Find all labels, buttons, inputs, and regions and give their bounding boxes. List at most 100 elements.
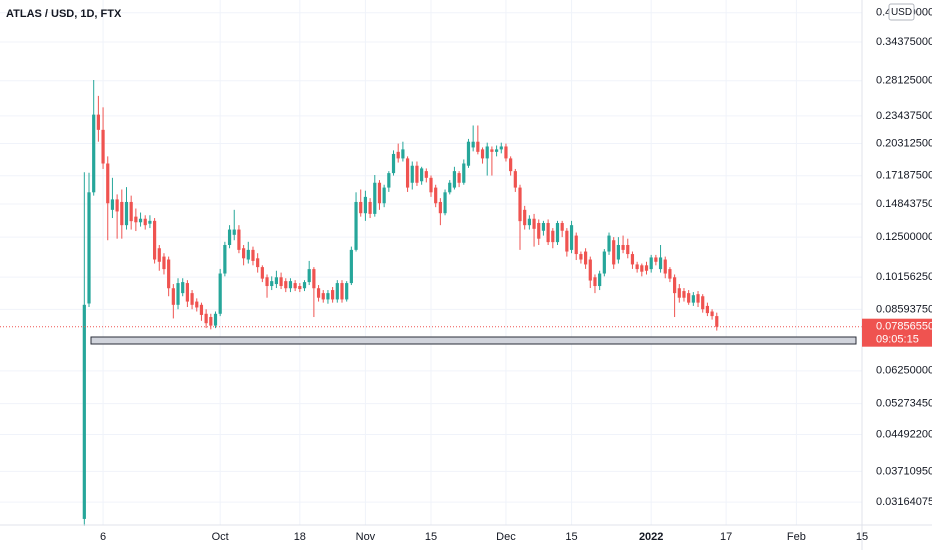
candle-body xyxy=(607,235,611,252)
candle-body xyxy=(546,222,550,243)
candle-body xyxy=(227,229,232,245)
candle-body xyxy=(593,277,597,287)
zone-rectangle xyxy=(90,336,857,345)
candle-body xyxy=(424,171,428,178)
y-tick-label: 0.12500000 xyxy=(876,231,932,243)
candle-body xyxy=(513,171,517,188)
candle-body xyxy=(434,187,438,204)
candle-body xyxy=(185,283,189,302)
x-tick-label: Feb xyxy=(787,531,806,543)
x-tick-label: Oct xyxy=(212,531,229,543)
candle-body xyxy=(701,296,705,310)
candle-body xyxy=(115,199,119,212)
candle-body xyxy=(579,254,583,260)
candle-body xyxy=(705,305,710,314)
x-tick-label: 17 xyxy=(720,531,732,543)
candle-body xyxy=(368,201,372,214)
grid xyxy=(0,0,863,525)
candle-body xyxy=(354,201,358,250)
candle-body xyxy=(630,254,635,265)
x-tick-label: 2022 xyxy=(639,531,663,543)
candle-body xyxy=(101,129,105,164)
y-tick-label: 0.04492200 xyxy=(876,428,932,440)
candle-body xyxy=(527,218,531,226)
candle-body xyxy=(106,163,110,204)
candle-body xyxy=(494,149,499,152)
candle-body xyxy=(621,244,625,250)
candle-body xyxy=(274,277,279,285)
candle-body xyxy=(443,192,447,214)
y-tick-label: 0.14843750 xyxy=(876,198,932,210)
candle-body xyxy=(612,240,616,265)
candle-body xyxy=(715,316,719,327)
candle-body xyxy=(391,153,396,174)
y-tick-label: 0.17187500 xyxy=(876,170,932,182)
candle-body xyxy=(157,248,161,262)
candle-body xyxy=(429,177,433,193)
candle-body xyxy=(279,277,283,287)
candle-body xyxy=(218,273,222,314)
candle-body xyxy=(583,251,588,265)
candle-body xyxy=(574,235,578,255)
candle-body xyxy=(373,182,377,214)
candle-body xyxy=(401,149,405,159)
y-tick-label: 0.08593750 xyxy=(876,303,932,315)
candle-body xyxy=(677,288,681,298)
candle-body xyxy=(448,182,452,193)
candle-body xyxy=(532,218,536,229)
candle-body xyxy=(143,218,147,226)
candle-body xyxy=(340,283,344,300)
y-tick-label: 0.03164075 xyxy=(876,496,932,508)
candle-body xyxy=(209,317,213,326)
candle-body xyxy=(710,311,714,317)
candle-body xyxy=(134,216,138,223)
candle-body xyxy=(298,286,302,290)
candle-body xyxy=(129,201,133,222)
candle-body xyxy=(124,201,129,226)
candle-body xyxy=(167,259,171,289)
candle-body xyxy=(92,114,96,193)
candle-body xyxy=(691,295,695,303)
candle-body xyxy=(87,192,91,304)
last-price-box xyxy=(862,318,932,347)
candle-body xyxy=(246,249,250,260)
x-tick-label: 6 xyxy=(100,531,106,543)
currency-label: USD xyxy=(891,7,912,18)
candle-body xyxy=(251,249,255,261)
candle-body xyxy=(696,294,700,303)
candle-body xyxy=(663,259,667,274)
candle-body xyxy=(616,244,620,260)
candle-body xyxy=(321,293,325,300)
candle-body xyxy=(326,293,330,300)
candle-body xyxy=(110,199,115,210)
candle-body xyxy=(382,187,386,204)
candle-body xyxy=(96,114,100,130)
candle-body xyxy=(523,209,527,226)
y-tick-label: 0.28125000 xyxy=(876,75,932,87)
last-price-label: 0.07856550 xyxy=(876,321,932,333)
candle-body xyxy=(654,257,658,262)
candle-body xyxy=(204,313,208,324)
candle-body xyxy=(265,277,269,287)
candle-body xyxy=(260,267,264,279)
candle-body xyxy=(176,283,180,305)
candle-body xyxy=(682,291,686,298)
candle-body xyxy=(415,165,419,183)
candle-body xyxy=(565,230,569,252)
x-tick-label: 15 xyxy=(425,531,437,543)
currency-badge[interactable] xyxy=(888,3,915,21)
candle-body xyxy=(363,196,368,214)
candle-body xyxy=(138,218,143,223)
candle-body xyxy=(387,173,391,188)
candle-body xyxy=(359,201,363,214)
candle-body xyxy=(541,222,546,231)
candle-body xyxy=(457,173,461,183)
candle-body xyxy=(237,229,241,250)
y-tick-label: 0.03710950 xyxy=(876,465,932,477)
candles xyxy=(0,79,862,526)
y-tick-label: 0.05273450 xyxy=(876,397,932,409)
candle-body xyxy=(284,281,288,289)
candle-body xyxy=(626,244,630,255)
candle-body xyxy=(307,269,311,283)
